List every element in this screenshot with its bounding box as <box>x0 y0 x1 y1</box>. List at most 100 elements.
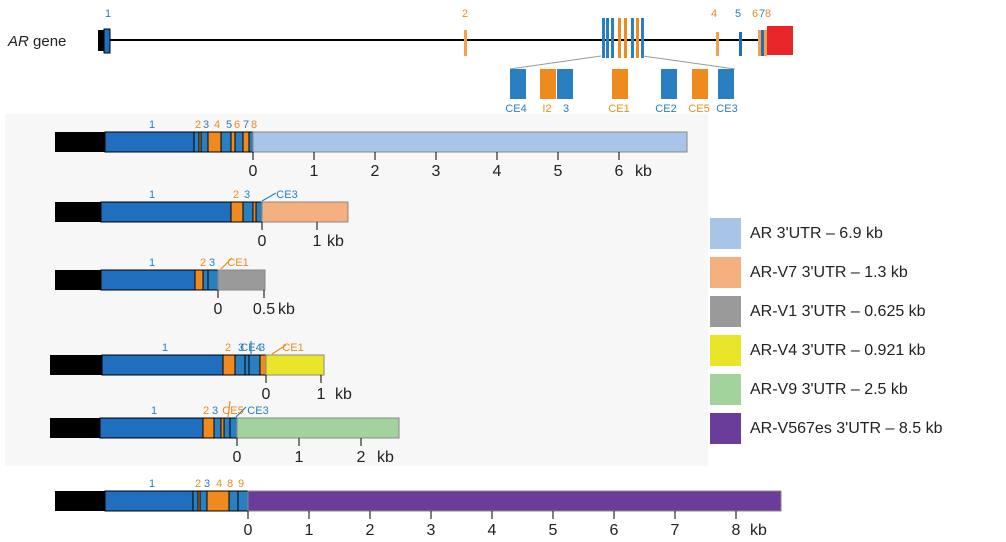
transcript-ar-v9-label-2: 2 <box>203 405 209 417</box>
transcript-ar-tick-label-3: 3 <box>432 163 441 180</box>
gene-cluster-exon-4 <box>624 18 627 58</box>
cryptic-exon-label-ce4: CE4 <box>505 103 526 115</box>
legend-label-ar-v4: AR-V4 3'UTR – 0.921 kb <box>750 342 926 359</box>
transcript-ar-tick-label-0: 0 <box>249 163 258 180</box>
transcript-ar-label-2: 2 <box>195 119 201 131</box>
transcript-ar-tick-label-2: 2 <box>371 163 380 180</box>
legend-item-ar-v7: AR-V7 3'UTR – 1.3 kb <box>710 257 1000 288</box>
gene-cluster-exon-2 <box>611 18 614 58</box>
transcript-ar-exon-block-7 <box>242 131 250 153</box>
transcript-ar-v4-scale-unit: kb <box>335 386 352 403</box>
legend-item-ar-v9: AR-V9 3'UTR – 2.5 kb <box>710 374 1000 405</box>
transcript-ar-exon-block-4 <box>220 131 232 153</box>
transcript-ar-v1-exon-1 <box>100 269 196 291</box>
gene-exon-2 <box>464 30 467 56</box>
transcript-ar-v9-start-block <box>50 418 100 438</box>
cryptic-exon-label-i2: I2 <box>542 103 551 115</box>
transcript-ar-v4-label-ce1: CE1 <box>282 342 303 354</box>
transcript-ar-v7-label-3: 3 <box>244 189 250 201</box>
transcript-ar-v567es-tick-label-4: 4 <box>488 522 497 539</box>
zoom-line-left <box>509 55 602 70</box>
cryptic-exon-box-3 <box>612 69 628 99</box>
transcript-ar-v567es-exon-block-5 <box>237 490 249 512</box>
cryptic-exon-box-6 <box>718 69 734 99</box>
transcript-ar-v567es-tick-label-5: 5 <box>549 522 558 539</box>
transcript-ar-v7-exon-1 <box>100 201 232 223</box>
transcript-ar-exon-block-6 <box>234 131 244 153</box>
transcript-ar-exon-block-2 <box>200 131 209 153</box>
transcript-ar-v4-label-3: 3 <box>259 342 265 354</box>
transcript-ar-exon-1 <box>104 131 195 153</box>
gene-exon-7 <box>761 30 764 56</box>
transcript-ar-v567es-label-1: 1 <box>149 478 155 490</box>
transcript-ar-v567es-label-3: 3 <box>204 478 210 490</box>
gene-cluster-exon-7 <box>641 18 644 58</box>
transcript-ar-v7-utr <box>261 201 349 223</box>
transcript-ar-utr <box>252 131 688 153</box>
transcript-ar-v567es-exon-block-2 <box>199 490 208 512</box>
transcript-ar-v567es-tick-label-0: 0 <box>244 522 253 539</box>
transcript-ar-v9-tick-label-2: 2 <box>357 449 366 466</box>
transcript-ar-label-7: 7 <box>243 119 249 131</box>
transcript-ar-v9-exon-block-1 <box>213 417 222 439</box>
transcript-ar-v4-exon-1 <box>101 354 224 376</box>
transcript-ar-label-6: 6 <box>234 119 240 131</box>
gene-cluster-exon-5 <box>631 18 634 58</box>
transcript-ar-label-1: 1 <box>149 119 155 131</box>
transcript-ar-v1-callout-0 <box>220 257 233 270</box>
gene-label-rest: gene <box>29 33 67 50</box>
cryptic-exon-box-1 <box>540 69 556 99</box>
gene-exon-4 <box>716 32 719 56</box>
transcript-ar-v9-label-3: 3 <box>212 405 218 417</box>
transcript-ar-v567es-label-2: 2 <box>195 478 201 490</box>
transcript-ar-v1-scale-unit: kb <box>278 301 295 318</box>
transcript-ar-v9-callout-0 <box>227 400 231 419</box>
transcript-ar-v9-label-ce3: CE3 <box>247 405 268 417</box>
transcript-ar-v567es-label-4: 4 <box>216 478 222 490</box>
gene-cluster-exon-1 <box>606 18 609 58</box>
transcript-ar-v7-start-block <box>55 202 101 222</box>
transcript-ar-v7-tick-label-0: 0 <box>258 233 267 250</box>
transcript-ar-v567es-exon-block-3 <box>206 490 230 512</box>
transcript-ar-exon-block-8 <box>248 131 254 153</box>
transcript-ar-tick-label-5: 5 <box>554 163 563 180</box>
transcript-ar-v567es-tick-label-7: 7 <box>671 522 680 539</box>
legend-label-ar-v9: AR-V9 3'UTR – 2.5 kb <box>750 381 908 398</box>
gene-cluster-exon-3 <box>618 18 621 58</box>
transcript-ar-v9-tick-label-0: 0 <box>233 449 242 466</box>
legend-swatch-ar-v1 <box>710 296 741 327</box>
transcript-ar-v7-exon-block-0 <box>230 201 244 223</box>
transcript-ar-label-4: 4 <box>214 119 220 131</box>
legend-swatch-ar-v4 <box>710 335 741 366</box>
transcript-ar-v567es-utr <box>247 490 782 512</box>
transcript-ar-v9-label-1: 1 <box>151 405 157 417</box>
transcript-ar-label-3: 3 <box>203 119 209 131</box>
gene-exon-label-1: 1 <box>105 8 111 20</box>
transcript-ar-v4-label-3: 3 <box>238 342 244 354</box>
transcript-ar-v9-exon-block-4 <box>229 417 238 439</box>
zoom-line-right <box>642 55 736 70</box>
legend-label-ar-v7: AR-V7 3'UTR – 1.3 kb <box>750 264 908 281</box>
transcript-ar-scale-unit: kb <box>635 163 652 180</box>
transcript-ar-tick-label-6: 6 <box>615 163 624 180</box>
transcript-ar-v9-exon-block-3 <box>223 417 231 439</box>
transcript-ar-v567es-exon-block-0 <box>192 490 199 512</box>
transcript-ar-v4-exon-block-4 <box>259 354 267 376</box>
gene-promoter-block <box>98 30 104 51</box>
transcript-ar-v567es-tick-label-2: 2 <box>366 522 375 539</box>
transcript-ar-v1-label-3: 3 <box>209 257 215 269</box>
transcript-ar-v9-label-ce5: CE5 <box>222 405 243 417</box>
transcript-ar-v4-tick-label-1: 1 <box>317 386 326 403</box>
transcript-ar-v9-scale-unit: kb <box>377 449 394 466</box>
transcript-ar-v4-exon-block-1 <box>234 354 246 376</box>
legend-swatch-ar-v7 <box>710 257 741 288</box>
transcript-ar-v4-exon-block-0 <box>222 354 236 376</box>
transcript-ar-v1-label-1: 1 <box>149 257 155 269</box>
legend-item-ar-v4: AR-V4 3'UTR – 0.921 kb <box>710 335 1000 366</box>
transcript-ar-v1-tick-label-1: 0.5 <box>253 301 275 318</box>
transcript-ar-v567es-exon-1 <box>104 490 194 512</box>
transcript-ar-v567es-tick-label-8: 8 <box>732 522 741 539</box>
transcript-ar-v7-callout-0 <box>261 192 277 202</box>
transcript-ar-label-8: 8 <box>251 119 257 131</box>
